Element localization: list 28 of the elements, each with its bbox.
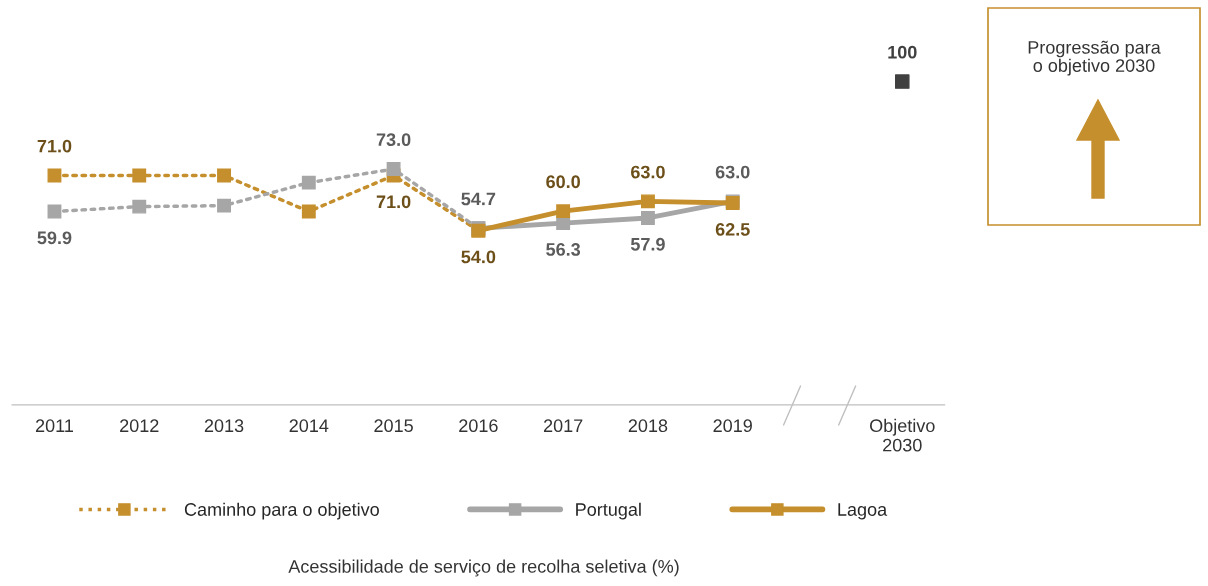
data-label: 59.9 [37,231,72,245]
x-tick-label: Objetivo 2030 [870,418,935,452]
x-tick-label: 2014 [289,419,329,433]
data-label: 60.0 [546,175,580,189]
data-label: 100 [888,45,917,59]
x-tick-label: 2017 [543,419,583,433]
text: Acessibilidade de serviço de recolha seletiva (%) [288,559,679,577]
x-tick-label: 2012 [120,419,159,433]
data-label: 71.0 [37,139,72,153]
data-label: 57.9 [630,237,665,251]
x-tick-label: 2015 [374,419,413,433]
legend-label: Portugal [576,502,641,520]
data-label: 63.0 [631,165,665,179]
data-label: 73.0 [376,133,411,147]
data-label: 56.3 [546,243,581,256]
x-tick-label: 2013 [204,419,244,433]
data-label: 54.7 [461,192,496,206]
data-label: 54.0 [461,250,496,264]
text: Progressão para o objetivo 2030 [1028,40,1161,76]
data-label: 71.0 [376,195,411,209]
x-tick-label: 2016 [459,419,498,433]
legend-label: Caminho para o objetivo [184,502,379,520]
x-tick-label: 2011 [35,419,74,433]
data-label: 62.5 [715,222,750,236]
x-tick-label: 2019 [713,419,752,433]
legend-label: Lagoa [838,503,888,520]
data-label: 63.0 [715,165,750,179]
x-tick-label: 2018 [628,419,668,433]
